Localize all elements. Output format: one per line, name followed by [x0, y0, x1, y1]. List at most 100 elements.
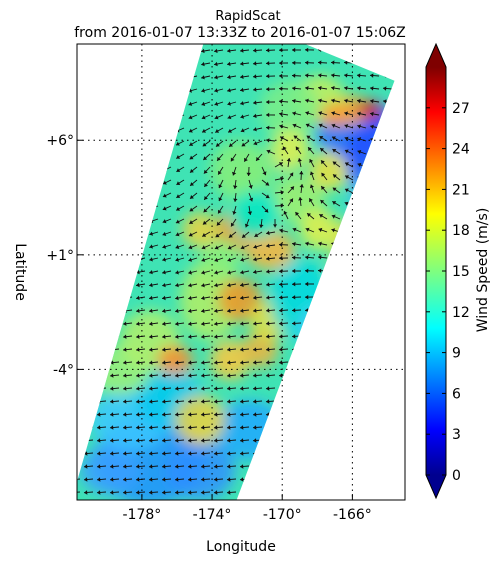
wind-vector-head — [71, 205, 75, 209]
wind-vector — [343, 426, 354, 429]
wind-vector-head — [292, 47, 296, 53]
wind-vector — [317, 426, 328, 429]
wind-vector-head — [84, 425, 88, 430]
wind-vector-head — [123, 140, 127, 145]
wind-vector-head — [84, 412, 88, 417]
wind-vector-head — [318, 399, 322, 404]
wind-vector-head — [292, 412, 296, 417]
wind-vector-head — [227, 308, 231, 313]
wind-vector-head — [110, 334, 114, 339]
wind-vector-head — [344, 241, 348, 247]
wind-vector — [317, 387, 328, 390]
wind-vector — [97, 309, 107, 312]
wind-vector-head — [305, 438, 309, 443]
wind-vector-head — [266, 61, 270, 66]
wind-vector — [175, 62, 185, 66]
wind-vector — [110, 192, 120, 196]
wind-vector-head — [228, 128, 232, 133]
wind-vector-head — [383, 451, 387, 456]
wind-vector-head — [149, 75, 153, 80]
wind-vector-head — [149, 412, 153, 417]
wind-vector-head — [266, 112, 270, 118]
wind-vector-head — [71, 451, 74, 455]
wind-vector — [84, 257, 94, 260]
wind-vector-head — [162, 295, 166, 301]
wind-vector-head — [292, 98, 296, 104]
wind-vector — [110, 179, 120, 183]
wind-vector — [317, 478, 328, 481]
wind-vector-head — [71, 425, 74, 429]
wind-vector — [149, 75, 159, 79]
wind-vector — [369, 361, 380, 363]
wind-vector-head — [357, 477, 361, 482]
wind-vector-head — [344, 47, 348, 52]
wind-vector-head — [214, 257, 219, 262]
colorbar-tick-label: 3 — [452, 427, 461, 443]
wind-vector-head — [218, 197, 223, 202]
wind-vector — [382, 348, 393, 350]
wind-vector-head — [292, 268, 296, 274]
wind-vector-head — [305, 373, 309, 378]
wind-vector-head — [383, 176, 387, 181]
wind-vector-head — [136, 282, 140, 288]
wind-vector-head — [318, 111, 323, 116]
wind-vector-head — [266, 334, 270, 339]
wind-vector-head — [357, 464, 361, 469]
wind-vector-head — [97, 48, 101, 53]
wind-vector-head — [331, 412, 335, 417]
wind-vector-head — [188, 412, 192, 417]
wind-vector — [97, 296, 107, 299]
wind-vector-head — [84, 178, 88, 184]
wind-vector-head — [214, 48, 218, 54]
wind-vector-head — [383, 321, 387, 326]
wind-vector — [136, 244, 146, 248]
wind-vector-head — [97, 205, 101, 210]
wind-vector — [136, 192, 146, 197]
wind-vector-head — [188, 245, 193, 250]
wind-vector-head — [383, 86, 387, 91]
wind-vector — [97, 348, 107, 351]
wind-vector — [84, 75, 94, 78]
wind-vector-head — [175, 219, 180, 224]
wind-vector-head — [189, 155, 194, 160]
wind-vector-head — [321, 186, 325, 190]
wind-vector-head — [97, 438, 101, 443]
wind-vector-head — [84, 477, 88, 482]
wind-vector-head — [344, 490, 348, 495]
y-tick-label: +6° — [46, 133, 74, 149]
wind-vector-head — [201, 75, 205, 80]
wind-vector-head — [279, 99, 283, 104]
wind-vector — [162, 127, 172, 132]
wind-vector-head — [357, 386, 361, 391]
wind-vector — [369, 374, 380, 377]
colorbar-tick-label: 12 — [452, 305, 470, 321]
wind-vector — [77, 153, 81, 156]
wind-vector-head — [344, 347, 348, 352]
wind-vector-head — [357, 438, 361, 443]
wind-vector-head — [97, 399, 101, 404]
wind-vector-head — [84, 334, 88, 339]
wind-vector-head — [175, 464, 179, 469]
wind-vector — [252, 478, 263, 481]
wind-vector-head — [175, 62, 179, 67]
wind-vector — [383, 126, 393, 129]
wind-vector — [77, 205, 81, 208]
wind-vector-head — [292, 227, 297, 232]
wind-vector-head — [318, 85, 322, 91]
wind-vector-head — [344, 215, 349, 220]
wind-vector-head — [292, 464, 296, 469]
wind-vector-head — [97, 127, 101, 132]
wind-vector-head — [162, 257, 166, 262]
wind-vector-head — [344, 425, 348, 430]
wind-vector-head — [110, 321, 114, 326]
wind-vector-head — [282, 146, 287, 151]
wind-vector — [265, 465, 276, 468]
wind-vector — [317, 348, 328, 350]
wind-vector-head — [123, 166, 127, 171]
wind-vector-head — [227, 451, 231, 456]
wind-vector-head — [214, 295, 218, 301]
wind-vector-head — [214, 61, 218, 67]
wind-vector — [110, 101, 120, 105]
wind-vector — [110, 231, 120, 235]
